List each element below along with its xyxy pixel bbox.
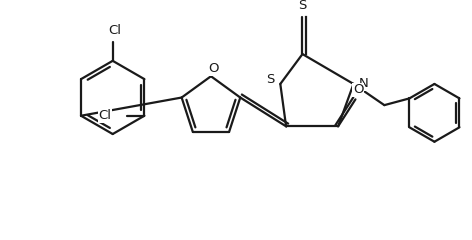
Text: S: S: [267, 73, 275, 86]
Text: N: N: [358, 78, 368, 90]
Text: O: O: [353, 83, 363, 96]
Text: S: S: [298, 0, 307, 12]
Text: Cl: Cl: [108, 24, 121, 36]
Text: O: O: [209, 62, 219, 75]
Text: Cl: Cl: [99, 109, 112, 122]
